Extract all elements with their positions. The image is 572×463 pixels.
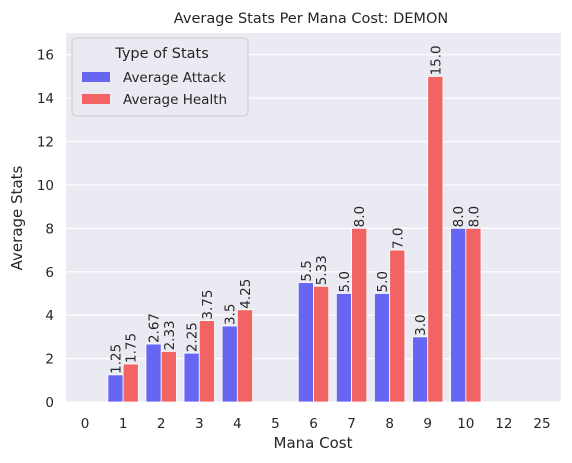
- y-tick-label: 6: [45, 265, 54, 281]
- bar-attack: [297, 282, 314, 403]
- legend-label-health: Average Health: [123, 92, 227, 108]
- x-tick-label: 9: [423, 416, 432, 432]
- bar-value-label: 3.0: [413, 314, 429, 335]
- x-tick-label: 0: [81, 416, 90, 432]
- legend-label-attack: Average Attack: [123, 70, 226, 86]
- x-tick-label: 12: [495, 416, 512, 432]
- y-tick-label: 0: [45, 395, 54, 411]
- bar-value-label: 7.0: [390, 228, 406, 249]
- chart-title: Average Stats Per Mana Cost: DEMON: [174, 11, 448, 27]
- bar-attack: [107, 374, 124, 403]
- bar-health: [236, 309, 253, 403]
- bar-attack: [374, 293, 391, 403]
- legend: Type of Stats Average Attack Average Hea…: [71, 37, 249, 117]
- bar-value-label: 8.0: [466, 206, 482, 227]
- x-tick-label: 5: [271, 416, 280, 432]
- bar-attack: [221, 325, 238, 403]
- bar-value-label: 4.25: [238, 279, 254, 309]
- x-tick-label: 4: [233, 416, 242, 432]
- bar-attack: [450, 227, 467, 403]
- bar-health: [313, 285, 330, 403]
- x-tick-label: 6: [309, 416, 318, 432]
- bar-attack: [145, 343, 162, 403]
- bar-attack: [183, 352, 200, 403]
- y-tick-label: 2: [45, 352, 54, 368]
- legend-swatch-health: [82, 94, 110, 104]
- x-axis-label: Mana Cost: [274, 434, 353, 452]
- bar-attack: [412, 336, 429, 403]
- bar-value-label: 5.5: [299, 260, 315, 281]
- bar-value-label: 3.75: [200, 290, 216, 320]
- y-tick-label: 8: [45, 221, 54, 237]
- x-tick-label: 3: [195, 416, 204, 432]
- bar-health: [160, 351, 177, 403]
- x-tick-label: 8: [385, 416, 394, 432]
- bar-value-label: 1.75: [124, 333, 140, 363]
- bar-health: [427, 76, 444, 403]
- bar-value-label: 5.0: [337, 271, 353, 292]
- x-tick-labels: 0 1 2 3 4 5 6 7 8 9 10 12 25: [81, 416, 551, 432]
- x-tick-label: 10: [457, 416, 474, 432]
- bar-value-label: 5.0: [375, 271, 391, 292]
- x-tick-label: 1: [119, 416, 128, 432]
- bar-value-label: 2.33: [162, 320, 178, 350]
- bar-labels: 1.25 2.67 2.25 3.5 5.5 5.0 5.0 3.0 8.0 1.75 2.33 3.…: [109, 45, 483, 374]
- y-tick-label: 12: [37, 135, 54, 151]
- bar-value-label: 15.0: [428, 45, 444, 75]
- x-tick-label: 2: [157, 416, 166, 432]
- bar-health: [122, 363, 139, 403]
- y-tick-label: 14: [37, 91, 54, 107]
- legend-box: [71, 37, 249, 117]
- bar-value-label: 2.67: [147, 313, 163, 343]
- bar-health: [465, 227, 482, 403]
- bar-value-label: 3.5: [223, 304, 239, 325]
- bar-value-label: 8.0: [451, 206, 467, 227]
- x-tick-label: 7: [347, 416, 356, 432]
- bars: [107, 76, 482, 403]
- y-tick-labels: 0 2 4 6 8 10 12 14 16: [37, 48, 54, 411]
- legend-swatch-attack: [82, 72, 110, 82]
- bar-value-label: 5.33: [314, 255, 330, 285]
- bar-attack: [335, 293, 352, 403]
- bar-value-label: 2.25: [185, 322, 201, 352]
- legend-title: Type of Stats: [114, 46, 209, 62]
- bar-health: [351, 227, 368, 403]
- bar-health: [198, 320, 215, 403]
- y-axis-label: Average Stats: [8, 165, 26, 270]
- bar-value-label: 1.25: [109, 344, 125, 374]
- y-tick-label: 16: [37, 48, 54, 64]
- y-tick-label: 10: [37, 178, 54, 194]
- x-tick-label: 25: [533, 416, 550, 432]
- bar-value-label: 8.0: [352, 206, 368, 227]
- bar-health: [389, 249, 406, 403]
- y-tick-label: 4: [45, 308, 54, 324]
